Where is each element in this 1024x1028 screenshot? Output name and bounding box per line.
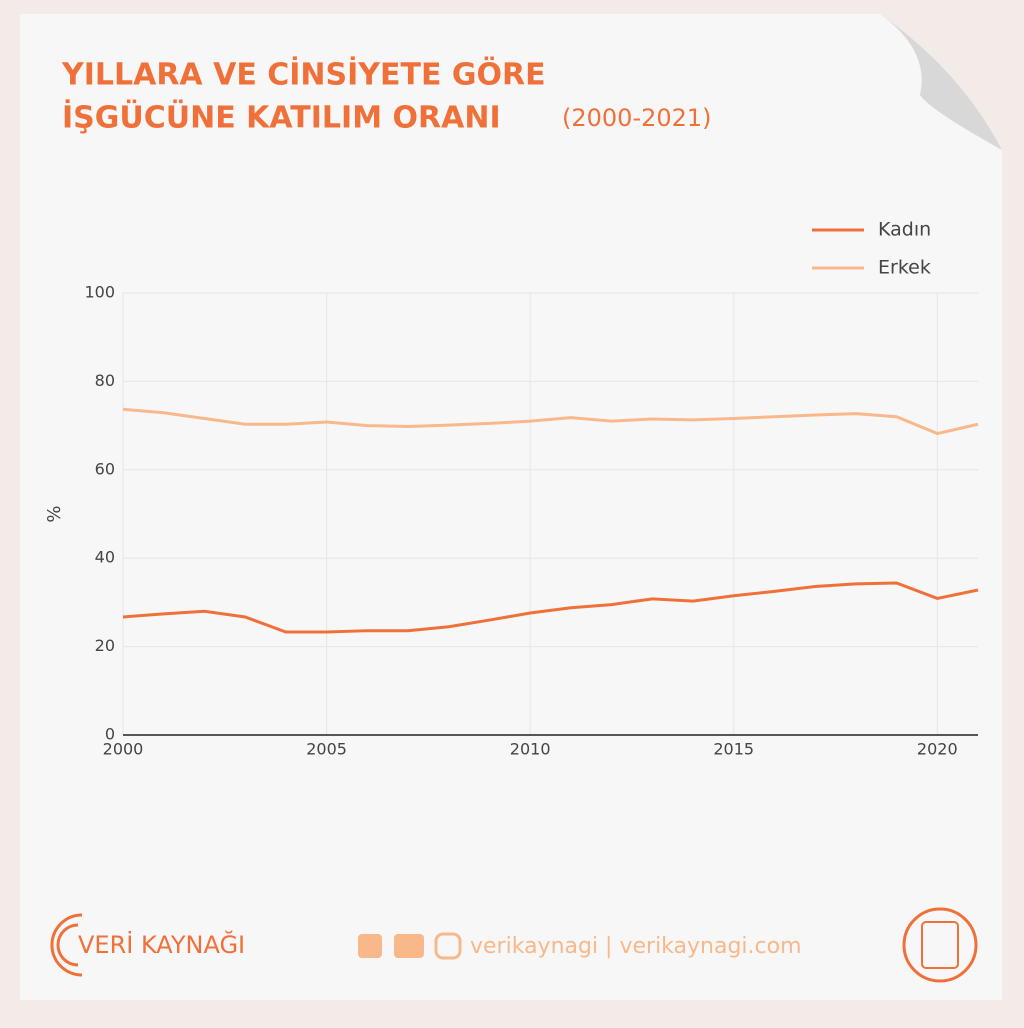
x-tick-label: 2015: [713, 740, 754, 759]
y-tick-label: 0: [105, 725, 115, 744]
line: [122, 581, 979, 634]
instagram-icon: [434, 932, 462, 960]
legend-label: Kadın: [878, 219, 931, 241]
calculator-body: [921, 921, 959, 969]
x-tick-label: 2005: [306, 740, 347, 759]
card: [20, 14, 1002, 1000]
y-tick-label: 20: [95, 636, 115, 655]
subtitle: (2000-2021): [562, 104, 712, 132]
page-curl-bg: [880, 14, 1002, 150]
logo: [50, 913, 83, 977]
facebook-icon: [358, 934, 382, 958]
title: İŞGÜCÜNE KATILIM ORANI: [62, 99, 501, 136]
y-tick-label: 40: [95, 548, 115, 567]
y-tick-label: 60: [95, 459, 115, 478]
y-tick-label: 80: [95, 371, 115, 390]
legend-label: Erkek: [878, 257, 931, 279]
twitter-icon: [394, 934, 424, 958]
calculator-icon: [902, 907, 978, 983]
social: verikaynagi | verikaynagi.com: [470, 934, 802, 959]
title: YILLARA VE CİNSİYETE GÖRE: [61, 56, 546, 93]
y-axis-label: %: [44, 505, 65, 522]
y-tick-label: 100: [84, 283, 115, 302]
line: [122, 407, 979, 436]
brand: VERİ KAYNAĞI: [78, 929, 245, 959]
x-tick-label: 2010: [510, 740, 551, 759]
x-tick-label: 2000: [103, 740, 144, 759]
x-tick-label: 2020: [917, 740, 958, 759]
page-curl: [880, 14, 1002, 150]
